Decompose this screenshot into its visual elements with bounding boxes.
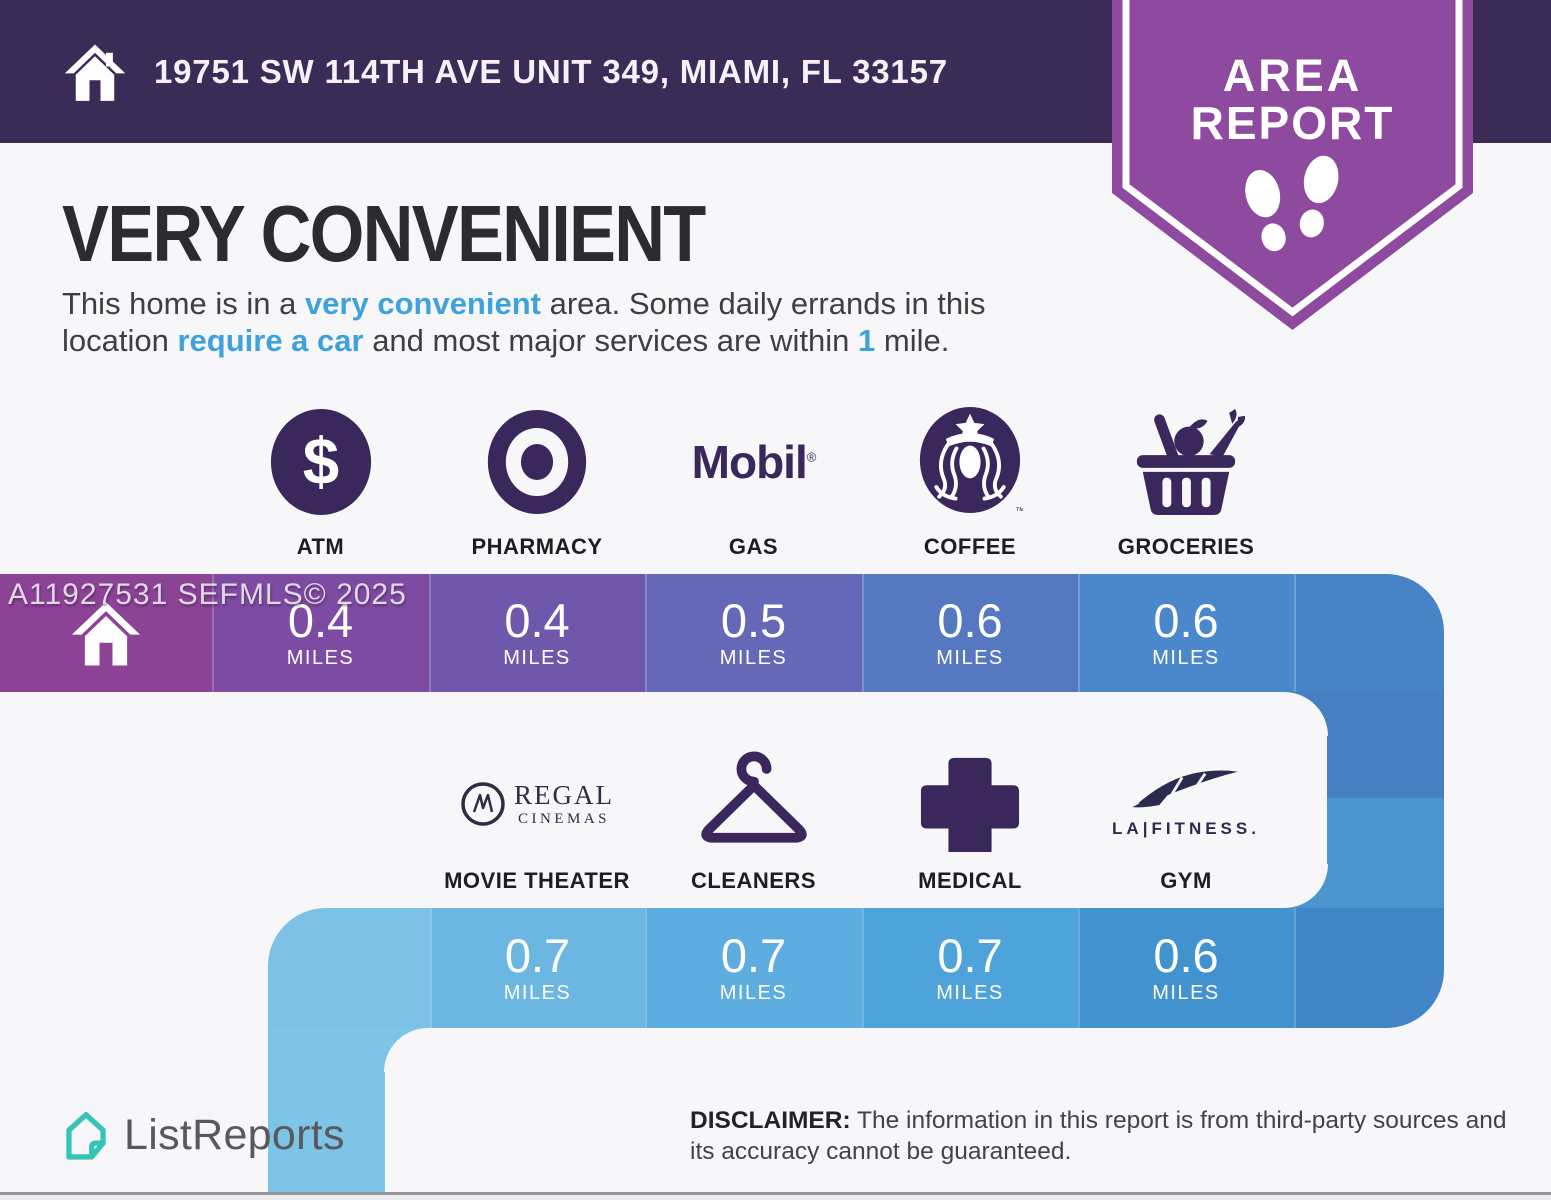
bottom-border-line	[0, 1192, 1551, 1195]
category-cleaners: CLEANERS	[645, 742, 862, 894]
distance-cell: 0.7 MILES	[862, 908, 1078, 1028]
bar-turn-block	[1294, 574, 1444, 692]
badge-ribbon-shape	[1112, 0, 1473, 330]
listreports-wordmark: ListReports	[124, 1110, 345, 1159]
distance-bar-bottom: 0.7 MILES 0.7 MILES 0.7 MILES 0.6 MILES	[268, 908, 1444, 1028]
category-label: MEDICAL	[918, 868, 1022, 893]
grocery-basket-icon	[1127, 408, 1245, 518]
summary-text: This home is in a very convenient area. …	[62, 286, 986, 358]
regal-circle-mark	[461, 782, 505, 826]
disclaimer-text: DISCLAIMER: The information in this repo…	[690, 1107, 1514, 1165]
highlight-require-a-car: require a car	[177, 322, 364, 358]
bar-turn-block	[1294, 908, 1444, 1028]
footprints-icon	[1245, 155, 1339, 252]
category-medical: MEDICAL	[862, 742, 1078, 894]
property-address: 19751 SW 114TH AVE UNIT 349, MIAMI, FL 3…	[154, 52, 948, 90]
category-gym: LA|FITNESS. GYM	[1078, 742, 1294, 894]
distance-bar-top: 0.4 MILES 0.4 MILES 0.5 MILES 0.6 MILES 0.6 M…	[0, 574, 1444, 692]
category-label: GAS	[728, 534, 779, 559]
mls-watermark: A11927531 SEFMLS© 2025	[8, 578, 407, 611]
bottom-edge-band	[0, 1195, 1551, 1200]
path-connector-right-lower	[1327, 798, 1444, 908]
category-label: ATM	[296, 534, 345, 559]
highlight-very-convenient: very convenient	[304, 286, 541, 321]
badge-line1: AREA	[1222, 50, 1363, 101]
la-fitness-logo: LA|FITNESS.	[1112, 752, 1260, 852]
category-gas: Mobil® GAS	[645, 404, 862, 560]
bar-turn-block	[268, 908, 430, 1028]
home-start-block	[0, 574, 212, 692]
dollar-circle-icon: $	[269, 406, 373, 518]
category-atm: $ ATM	[212, 404, 429, 560]
category-label: CLEANERS	[690, 868, 816, 893]
medical-cross-icon	[919, 750, 1021, 852]
distance-cell: 0.5 MILES	[645, 574, 862, 692]
category-label: GROCERIES	[1117, 534, 1255, 559]
listreports-brand: ListReports	[60, 1106, 345, 1164]
la-fitness-swoosh	[1132, 770, 1238, 808]
home-icon	[64, 44, 126, 101]
distance-cell: 0.6 MILES	[1078, 574, 1294, 692]
category-pharmacy: PHARMACY	[429, 404, 645, 560]
category-groceries: GROCERIES	[1078, 404, 1294, 560]
regal-wordmark: REGAL CINEMAS	[514, 779, 614, 827]
mobil-logo: Mobil®	[691, 436, 817, 488]
category-label: GYM	[1160, 868, 1212, 893]
distance-cell: 0.7 MILES	[645, 908, 862, 1028]
category-coffee: ™ COFFEE	[862, 404, 1078, 560]
regal-cinemas-logo: REGAL CINEMAS	[460, 756, 614, 852]
distance-cell: 0.4 MILES	[212, 574, 429, 692]
svg-text:™: ™	[1015, 506, 1023, 517]
distance-cell: 0.6 MILES	[1078, 908, 1294, 1028]
inner-corner-fillet	[1284, 864, 1328, 908]
distance-cell: 0.6 MILES	[862, 574, 1078, 692]
listreports-logo-icon	[66, 1112, 106, 1160]
inner-corner-fillet	[384, 1028, 428, 1072]
distance-cell: 0.4 MILES	[429, 574, 645, 692]
category-label: PHARMACY	[471, 534, 603, 559]
page-title: VERY CONVENIENT	[62, 189, 706, 278]
highlight-one-mile: 1	[858, 322, 876, 358]
badge-line2: REPORT	[1190, 97, 1395, 149]
area-report-badge: AREA REPORT	[1105, 0, 1480, 345]
distance-cell: 0.7 MILES	[430, 908, 645, 1028]
inner-corner-fillet	[1284, 692, 1328, 736]
path-connector-bottom-left	[268, 1028, 385, 1192]
target-bullseye-icon	[485, 406, 589, 518]
path-connector-right-upper	[1327, 692, 1444, 798]
starbucks-siren-logo: ™	[917, 404, 1023, 518]
home-icon	[71, 602, 141, 666]
hanger-icon	[691, 746, 817, 852]
category-label: COFFEE	[923, 534, 1017, 559]
svg-text:$: $	[302, 425, 338, 498]
category-movie-theater: REGAL CINEMAS MOVIE THEATER	[429, 742, 645, 894]
category-label: MOVIE THEATER	[444, 868, 630, 893]
